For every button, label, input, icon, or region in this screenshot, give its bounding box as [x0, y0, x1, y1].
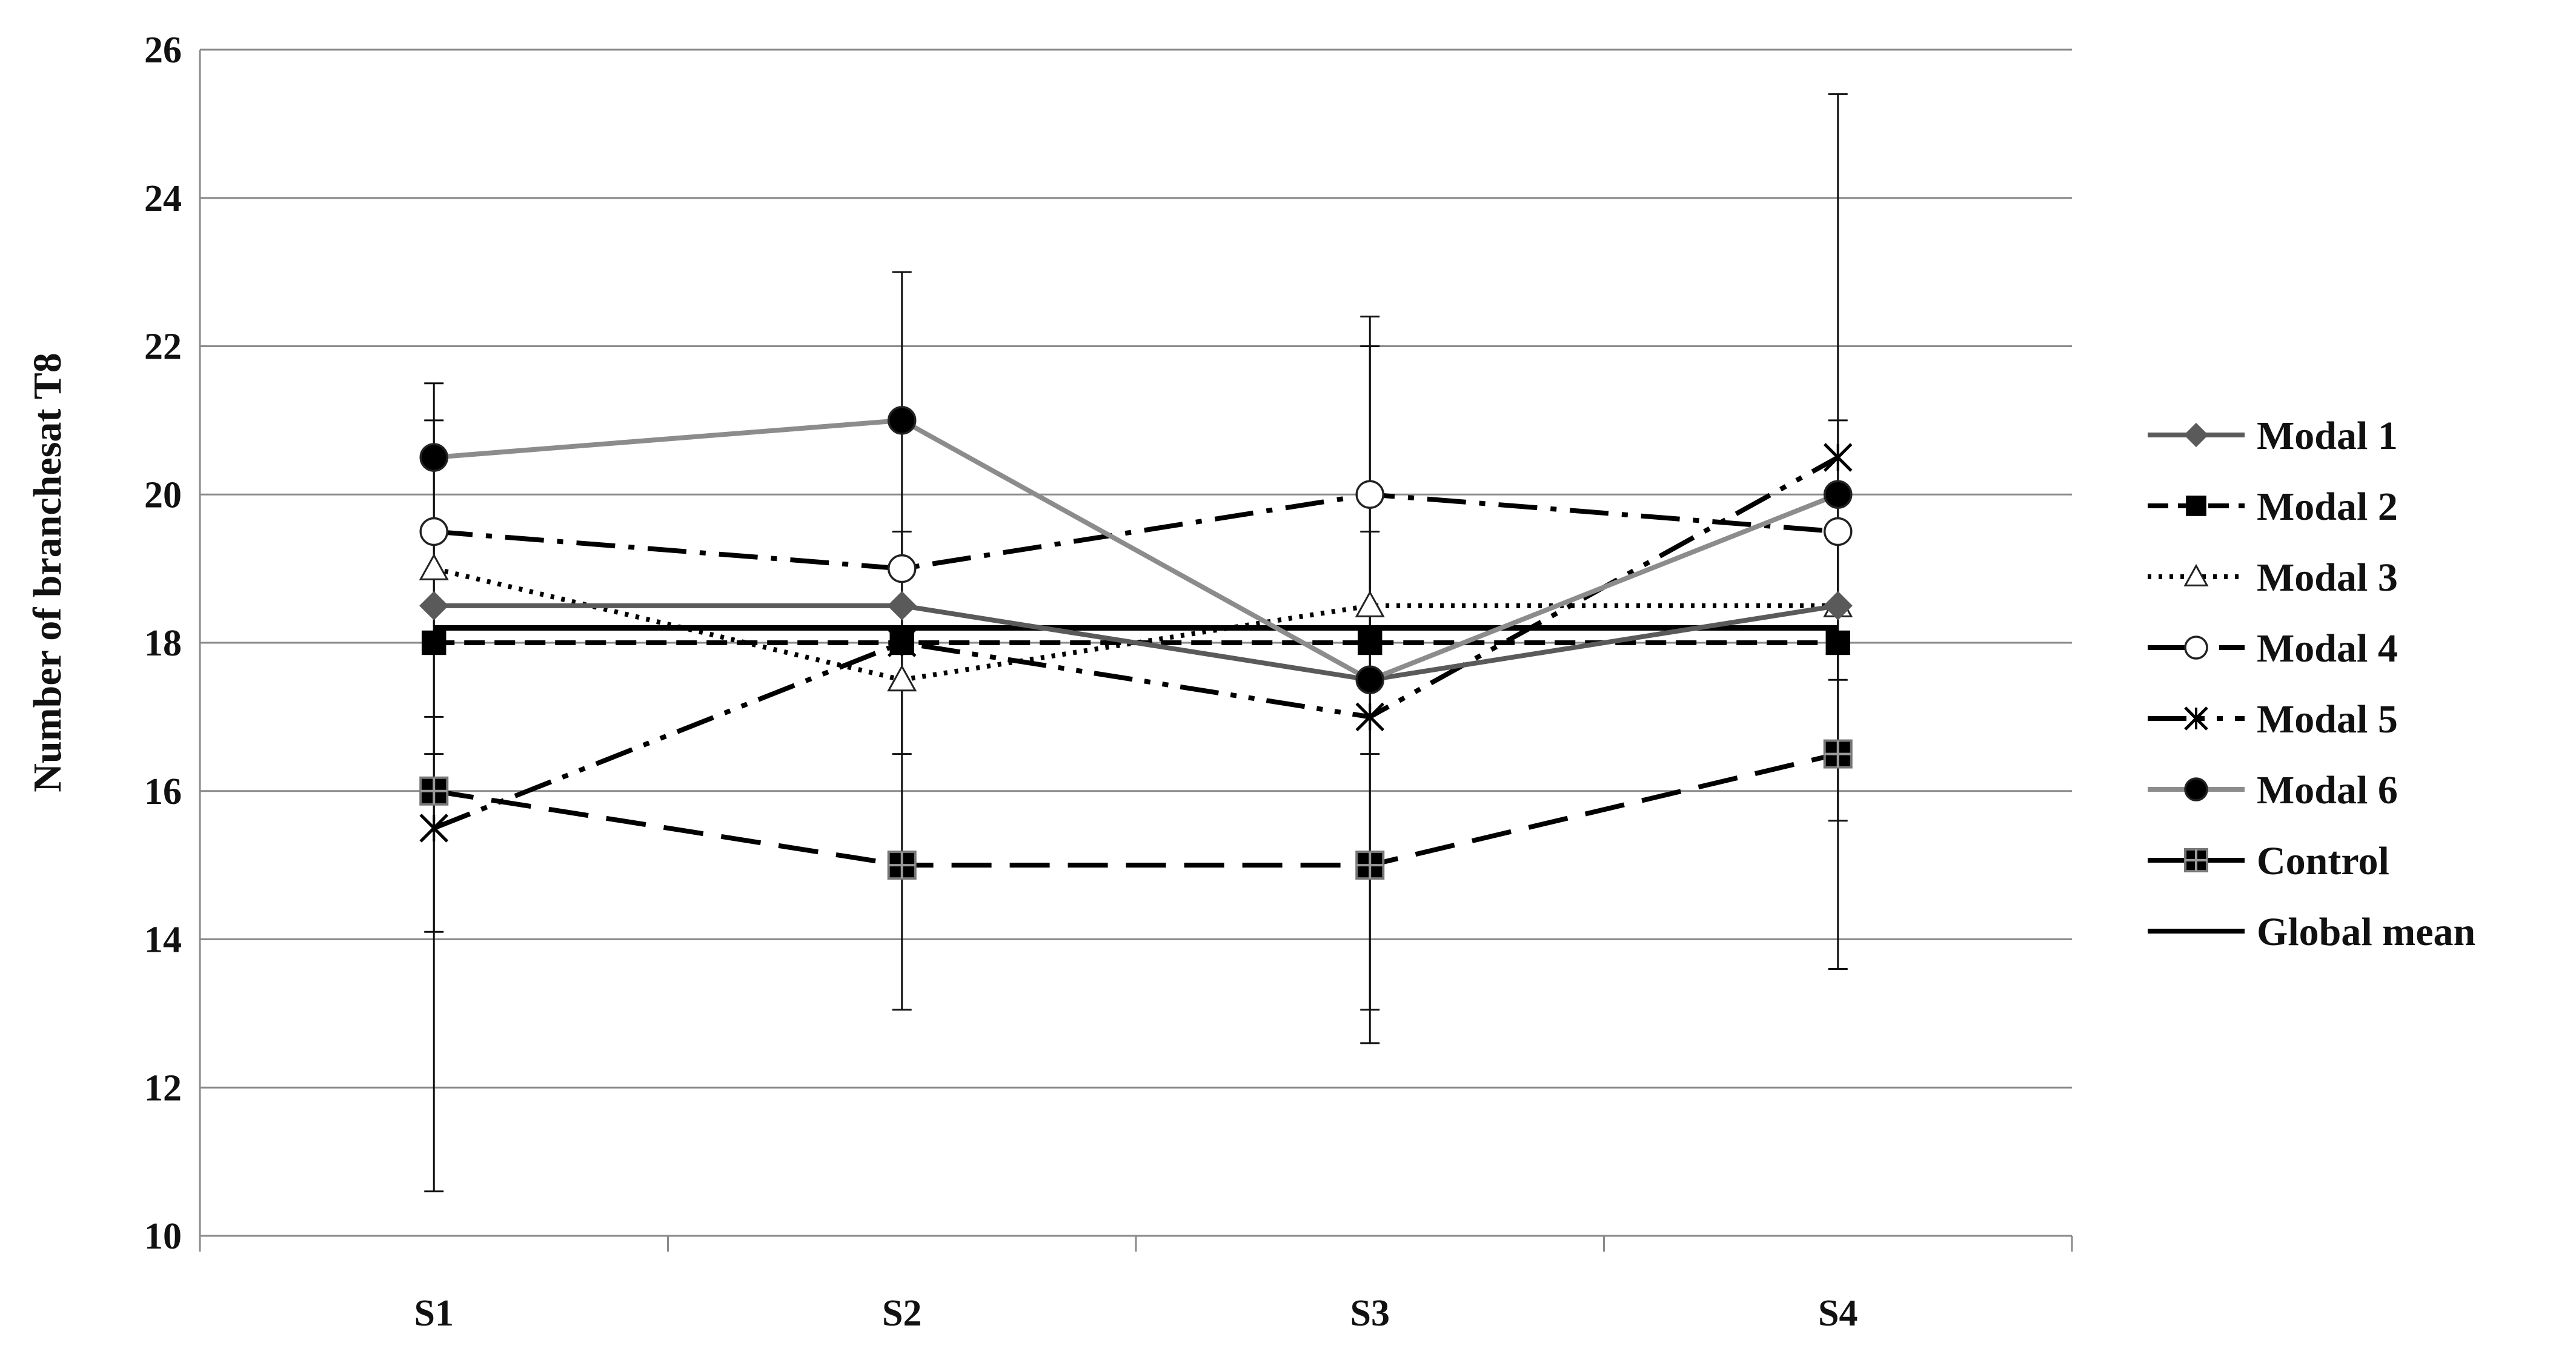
legend-marker: [2184, 848, 2208, 872]
legend-label: Modal 3: [2257, 556, 2398, 600]
series-line: [433, 566, 1838, 683]
legend-label: Modal 5: [2257, 697, 2398, 742]
legend-label: Global mean: [2257, 910, 2475, 954]
x-tick-label: S3: [1350, 1293, 1390, 1334]
data-point: [419, 776, 449, 806]
legend-item: Modal 4: [2148, 626, 2398, 671]
data-point: [1825, 630, 1850, 655]
data-point: [887, 591, 917, 620]
legend-item: Control: [2148, 839, 2389, 883]
y-tick-label: 24: [144, 178, 182, 219]
y-tick-label: 14: [144, 920, 182, 961]
data-point: [419, 443, 448, 472]
y-tick-label: 26: [144, 30, 182, 71]
data-point: [1824, 480, 1853, 509]
data-point: [422, 630, 446, 655]
series-line: [433, 417, 1839, 683]
legend-marker: [2183, 563, 2209, 586]
series-modal-3: [419, 553, 1853, 692]
y-tick-label: 18: [144, 623, 182, 664]
data-point: [1358, 630, 1383, 655]
y-tick-label: 12: [144, 1067, 182, 1109]
series-line: [434, 603, 1839, 683]
data-point: [1824, 517, 1853, 546]
data-point: [887, 628, 917, 657]
legend-item: Modal 6: [2148, 768, 2398, 812]
legend-marker: [2183, 422, 2209, 448]
legend-marker: [2184, 635, 2208, 660]
data-point: [1355, 590, 1385, 617]
x-tick-label: S1: [414, 1293, 454, 1334]
legend-item: Global mean: [2148, 910, 2475, 954]
legend-marker: [2184, 706, 2208, 731]
data-point: [887, 851, 917, 880]
data-point: [1823, 443, 1853, 472]
legend-item: Modal 5: [2148, 697, 2398, 742]
data-point: [1823, 739, 1853, 769]
legend-label: Modal 4: [2257, 626, 2398, 671]
series-lines: [419, 406, 1853, 880]
series-line: [433, 492, 1839, 571]
legend-label: Modal 2: [2257, 485, 2398, 529]
data-point: [1355, 702, 1385, 732]
x-tick-label: S4: [1818, 1293, 1857, 1334]
series-modal-4: [419, 480, 1853, 583]
data-point: [419, 814, 449, 843]
x-tick-label: S2: [882, 1293, 921, 1334]
legend-marker: [2186, 496, 2206, 516]
legend-item: Modal 2: [2148, 485, 2398, 529]
legend-item: Modal 1: [2148, 414, 2398, 458]
y-tick-label: 22: [144, 327, 182, 368]
legend-label: Control: [2257, 839, 2389, 883]
data-point: [888, 406, 917, 435]
legend-marker: [2184, 777, 2208, 801]
legend-item: Modal 3: [2148, 556, 2398, 600]
legend: Modal 1 Modal 2 Modal 3 Modal 4 Modal 5 Modal…: [2148, 414, 2475, 954]
data-point: [1355, 851, 1385, 880]
data-point: [1823, 591, 1853, 620]
series-line: [433, 751, 1839, 868]
series-modal-6: [419, 406, 1853, 694]
data-point: [1355, 480, 1384, 509]
data-point: [887, 665, 917, 692]
series-modal-1: [419, 591, 1853, 695]
data-point: [419, 553, 449, 580]
legend-label: Modal 1: [2257, 414, 2398, 458]
data-point: [419, 517, 448, 546]
data-point: [1355, 665, 1384, 694]
y-tick-label: 10: [144, 1216, 182, 1257]
data-point: [419, 591, 449, 620]
y-tick-label: 20: [144, 474, 182, 516]
legend-label: Modal 6: [2257, 768, 2398, 812]
data-point: [888, 554, 917, 583]
series-control: [419, 739, 1853, 880]
y-axis-title: Number of branchesat T8: [25, 353, 70, 792]
tick-labels: 10 12 14 16 18 20 22 24 26 S1 S2 S3 S4: [144, 30, 1857, 1334]
y-tick-label: 16: [144, 771, 182, 812]
axes: [199, 50, 2073, 1252]
